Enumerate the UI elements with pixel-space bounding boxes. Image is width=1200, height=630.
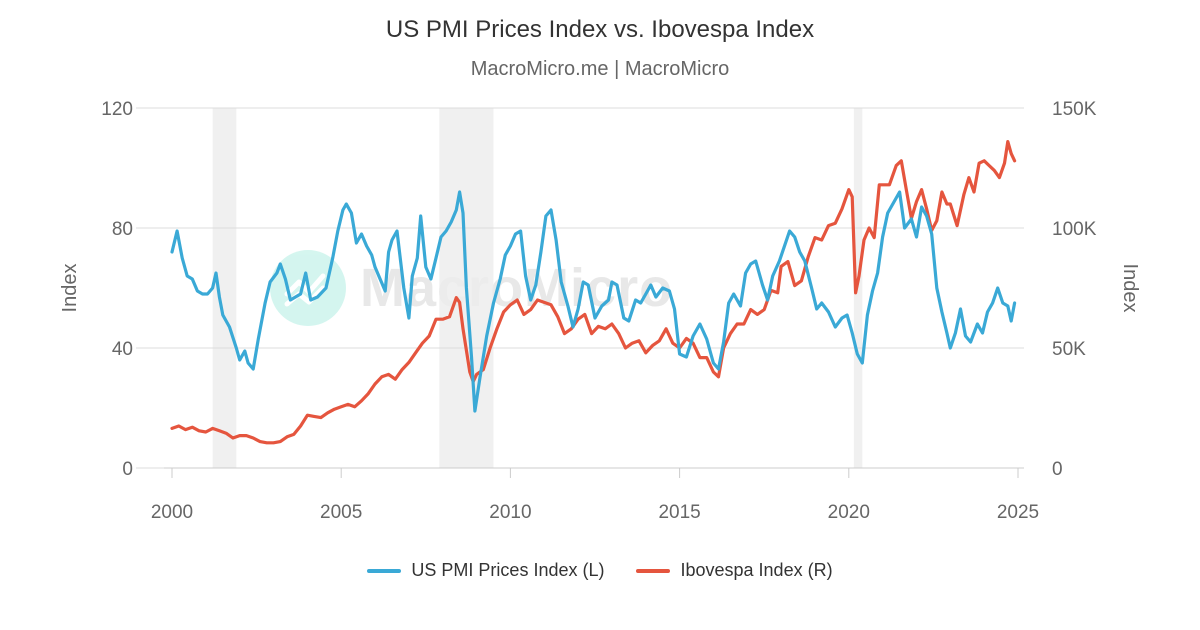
legend-item-pmi[interactable]: US PMI Prices Index (L): [367, 560, 604, 581]
y-tick-right-label: 150K: [1052, 99, 1097, 120]
y-tick-right-label: 50K: [1052, 339, 1086, 360]
legend-label-pmi: US PMI Prices Index (L): [411, 560, 605, 580]
y-tick-right-label: 0: [1052, 459, 1063, 480]
x-tick-label: 2020: [828, 502, 870, 523]
legend-item-ibovespa[interactable]: Ibovespa Index (R): [636, 560, 833, 581]
y-tick-left-label: 80: [112, 219, 133, 240]
chart-subtitle: MacroMicro.me | MacroMicro: [470, 58, 730, 80]
chart-legend: US PMI Prices Index (L) Ibovespa Index (…: [0, 560, 1200, 581]
legend-swatch-pmi: [367, 568, 402, 573]
ibovespa-series-line: [170, 140, 1017, 445]
legend-label-ibovespa: Ibovespa Index (R): [680, 560, 833, 580]
recession-band-0: [212, 108, 237, 468]
x-tick-label: 2025: [997, 502, 1039, 523]
pmi-prices-series-line: [170, 190, 1017, 413]
y-axis-left-label: Index: [59, 264, 81, 313]
x-tick-label: 2005: [320, 502, 362, 523]
x-tick-label: 2015: [658, 502, 700, 523]
chart-title: US PMI Prices Index vs. Ibovespa Index: [385, 16, 815, 43]
y-tick-right-label: 100K: [1052, 219, 1097, 240]
y-tick-left-label: 40: [112, 339, 133, 360]
x-tick-label: 2000: [151, 502, 193, 523]
y-axis-right-label: Index: [1119, 264, 1141, 313]
y-tick-left-label: 0: [122, 459, 133, 480]
legend-swatch-ibovespa: [636, 568, 671, 573]
x-tick-label: 2010: [489, 502, 531, 523]
y-tick-left-label: 120: [101, 99, 133, 120]
